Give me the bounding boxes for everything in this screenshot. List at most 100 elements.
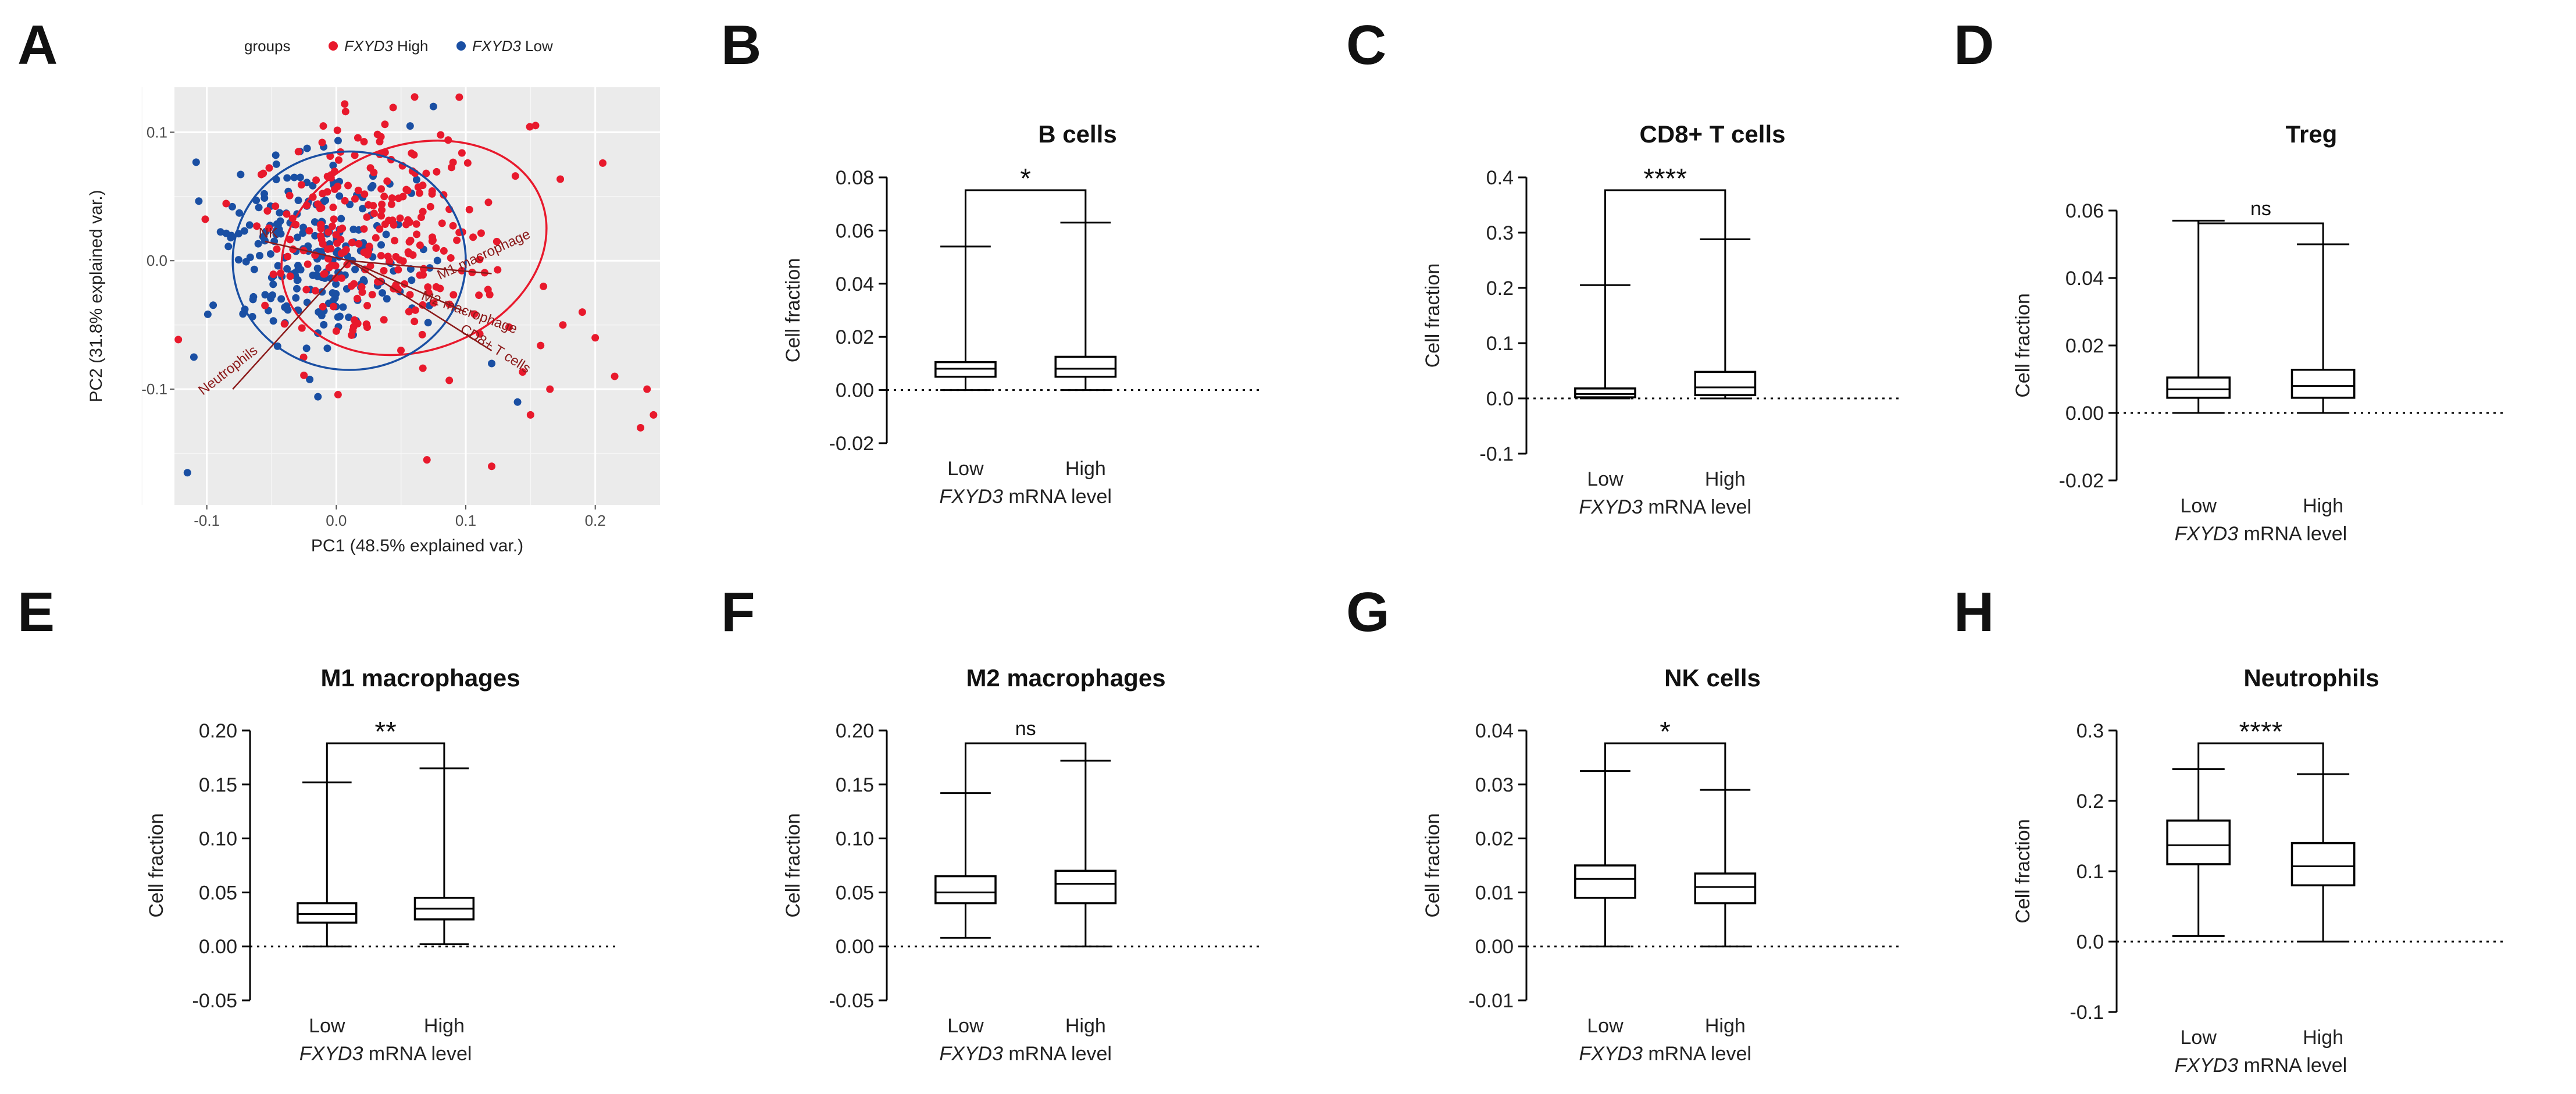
box-high: [1054, 222, 1117, 391]
significance-label: *: [1020, 163, 1031, 194]
scatter-points: [174, 93, 658, 477]
point-high: [377, 252, 385, 260]
panel-g: G NK cells -0.01 0.00 0.01 0.02 0.03 0.04 Cell f…: [1346, 581, 1901, 1065]
point-low: [311, 218, 319, 226]
point-low: [336, 192, 344, 200]
point-high: [381, 120, 389, 129]
box-low: [2166, 219, 2231, 414]
point-high: [201, 215, 209, 223]
point-high: [406, 291, 414, 299]
point-high: [402, 186, 411, 194]
point-high: [317, 224, 325, 233]
point-high: [463, 159, 472, 167]
y-tick-label: 0.3: [2077, 720, 2104, 742]
panel-label-c: C: [1346, 14, 1386, 76]
panel-label-b: B: [721, 14, 761, 76]
x-axis-label-suffix: mRNA level: [2238, 1054, 2347, 1077]
x-tick-label: 0.2: [585, 512, 606, 529]
point-low: [272, 160, 280, 168]
point-low: [488, 359, 496, 368]
y-tick-label: 0.02: [1475, 828, 1514, 850]
point-high: [317, 232, 325, 240]
box-iqr: [1694, 370, 1757, 397]
point-low: [349, 225, 358, 233]
box-iqr: [297, 902, 358, 924]
point-low: [269, 317, 277, 325]
point-low: [296, 173, 304, 181]
x-tick-label: Low: [1587, 1015, 1624, 1037]
point-high: [424, 283, 432, 291]
x-tick-label: High: [424, 1015, 465, 1037]
significance-bracket: [2197, 742, 2324, 775]
point-high: [643, 385, 651, 393]
point-low: [195, 197, 203, 205]
point-high: [376, 138, 384, 146]
point-low: [183, 469, 191, 477]
y-tick-label: 0.20: [836, 720, 874, 742]
point-high: [319, 240, 327, 248]
panel-label-g: G: [1346, 581, 1390, 643]
x-axis-label-gene: FXYD3: [1579, 496, 1643, 518]
significance-label: ns: [2250, 198, 2271, 220]
x-axis-label: FXYD3 mRNA level: [299, 1043, 472, 1065]
y-tick-label: -0.02: [829, 433, 875, 455]
x-axis-label-gene: FXYD3: [2175, 523, 2239, 545]
point-high: [423, 456, 431, 464]
point-low: [260, 190, 268, 198]
point-low: [293, 284, 301, 293]
point-low: [382, 230, 390, 238]
point-high: [312, 176, 320, 184]
y-tick-label: 0.00: [2065, 402, 2104, 425]
point-high: [376, 225, 384, 233]
y-tick-label: 0.10: [199, 828, 237, 850]
point-high: [380, 266, 388, 275]
legend-key-high: [329, 41, 338, 51]
point-high: [505, 323, 513, 331]
point-high: [526, 123, 534, 131]
point-low: [209, 301, 217, 309]
significance-label: ****: [1643, 163, 1687, 194]
point-low: [224, 243, 233, 251]
point-low: [275, 226, 283, 234]
point-high: [372, 234, 380, 242]
point-low: [236, 209, 244, 217]
y-tick-label: 0.1: [1486, 333, 1514, 355]
loading-label: NK: [259, 225, 278, 241]
point-high: [286, 191, 294, 199]
x-axis-label-suffix: mRNA level: [1003, 1043, 1112, 1065]
point-high: [383, 177, 391, 186]
x-tick-label: Low: [2181, 1027, 2217, 1049]
point-high: [363, 213, 371, 221]
y-tick-label: 0.04: [2065, 268, 2104, 290]
point-low: [377, 241, 385, 249]
point-high: [373, 130, 381, 138]
point-high: [286, 272, 294, 280]
point-low: [309, 181, 317, 190]
point-high: [537, 341, 545, 350]
panel-a: A -0.1 0.0 0.1 0.2 -0.1 0.0 0.1 PC1 (48.5% expla…: [17, 14, 660, 555]
point-low: [256, 252, 264, 260]
legend-gene: FXYD3: [472, 37, 521, 55]
y-tick-label: 0.01: [1475, 882, 1514, 904]
point-high: [449, 222, 457, 230]
point-low: [406, 122, 414, 130]
point-high: [261, 301, 269, 309]
point-high: [329, 204, 337, 212]
point-high: [412, 220, 420, 228]
box-high: [2290, 243, 2356, 414]
point-high: [440, 247, 448, 255]
point-high: [404, 248, 412, 256]
significance-bracket: [2197, 220, 2324, 244]
point-high: [397, 346, 405, 354]
point-high: [488, 462, 496, 471]
loading-arrow: [349, 260, 492, 275]
point-high: [331, 262, 340, 270]
point-high: [324, 245, 332, 253]
point-low: [336, 312, 344, 320]
point-high: [360, 138, 368, 146]
y-tick-label: 0.05: [199, 882, 237, 904]
point-low: [332, 290, 340, 298]
box-low: [934, 245, 997, 391]
panel-d: D Treg -0.02 0.00 0.02 0.04 0.06 Cell fraction L…: [1954, 14, 2506, 545]
point-high: [426, 202, 434, 211]
